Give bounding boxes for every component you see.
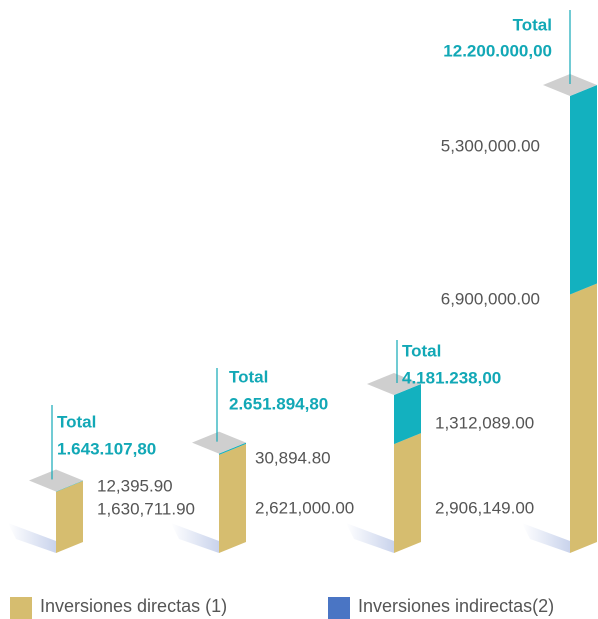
total-label: 1.643.107,80: [57, 439, 156, 458]
value-label: 12,395.90: [97, 476, 173, 495]
value-label: 1,312,089.00: [435, 413, 534, 432]
bar-top: [29, 469, 83, 492]
shadow: [346, 523, 394, 553]
value-label: 2,621,000.00: [255, 498, 354, 517]
shadow: [522, 523, 570, 553]
total-title: Total: [402, 341, 441, 360]
bar-segment: [394, 433, 421, 553]
value-label: 30,894.80: [255, 448, 331, 467]
bar-segment: [56, 480, 83, 553]
bar-segment: [219, 442, 246, 455]
bar-top: [367, 372, 421, 395]
bar-segment: [570, 85, 597, 295]
legend-swatch: [10, 597, 32, 619]
shadow: [8, 523, 56, 553]
total-title: Total: [513, 15, 552, 34]
bar-top: [192, 431, 246, 454]
bar-segment: [570, 283, 597, 553]
shadow: [171, 523, 219, 553]
bar-top: [543, 74, 597, 96]
total-label: 4.181.238,00: [402, 368, 501, 387]
total-title: Total: [57, 412, 96, 431]
total-label: 12.200.000,00: [443, 41, 552, 60]
bar-segment: [394, 383, 421, 445]
legend-swatch: [328, 597, 350, 619]
bar-segment: [219, 443, 246, 553]
total-label: 2.651.894,80: [229, 394, 328, 413]
value-label: 1,630,711.90: [97, 499, 195, 518]
legend-label: Inversiones directas (1): [40, 596, 227, 616]
legend-label: Inversiones indirectas(2): [358, 596, 554, 616]
total-title: Total: [229, 367, 268, 386]
value-label: 2,906,149.00: [435, 498, 534, 517]
value-label: 5,300,000.00: [441, 136, 540, 155]
bar-segment: [56, 480, 83, 492]
value-label: 6,900,000.00: [441, 289, 540, 308]
